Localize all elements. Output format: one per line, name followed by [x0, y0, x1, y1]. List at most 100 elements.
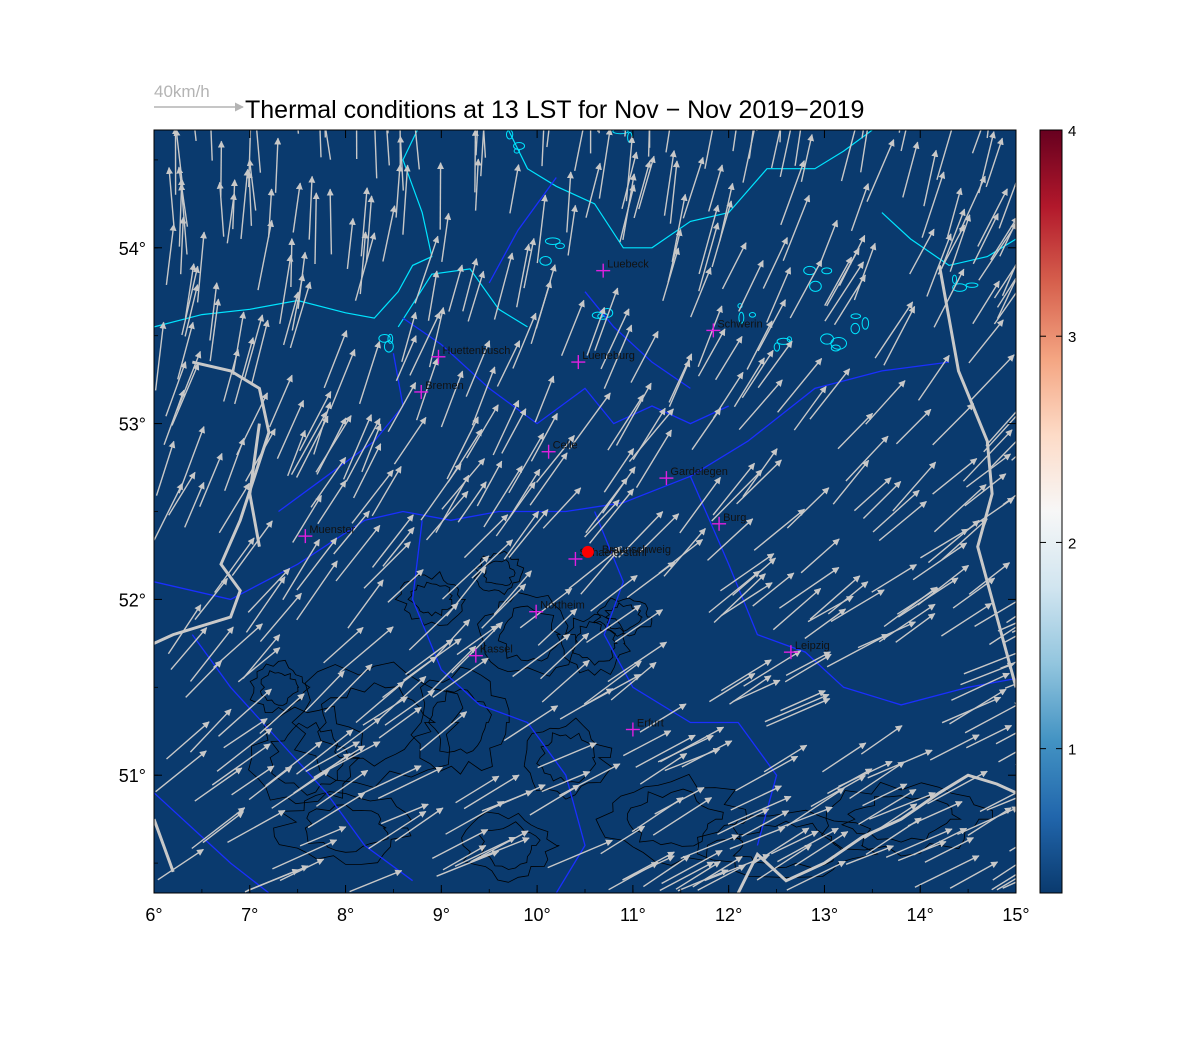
terrain-contour	[461, 811, 560, 883]
wind-vector	[862, 783, 908, 807]
wind-vector	[408, 602, 459, 651]
wind-vector	[476, 460, 503, 507]
lat-tick-label: 54°	[119, 239, 146, 259]
wind-vector	[382, 205, 397, 262]
wind-vector	[481, 790, 534, 812]
wind-vector	[176, 350, 202, 411]
wind-vector	[481, 583, 527, 629]
wind-vector	[394, 807, 444, 842]
wind-vector	[535, 434, 575, 483]
wind-vector	[845, 435, 889, 482]
colorbar-tick-label: 2	[1068, 535, 1076, 552]
wind-vector	[492, 399, 520, 456]
wind-vector	[496, 340, 521, 387]
wind-vector	[983, 410, 1016, 453]
terrain-contour	[523, 717, 613, 800]
wind-vector	[682, 156, 705, 219]
wind-vector	[979, 792, 1016, 813]
wind-vector	[323, 626, 364, 664]
colorbar-gradient	[1039, 129, 1063, 894]
wind-vector	[199, 452, 223, 507]
wind-vector	[965, 453, 1012, 488]
wind-vector	[807, 595, 854, 623]
river-or-national-border	[154, 818, 175, 873]
wind-vector	[704, 130, 714, 169]
lake-outline	[850, 313, 862, 320]
wind-vector	[165, 361, 187, 417]
wind-vector	[900, 130, 907, 152]
wind-vector	[786, 787, 845, 827]
lake-outline	[544, 237, 561, 245]
wind-vector	[242, 634, 281, 679]
wind-vector	[189, 708, 232, 753]
wind-vector	[970, 354, 1015, 400]
wind-vector	[711, 469, 763, 522]
wind-vector	[721, 242, 747, 290]
terrain-contour	[593, 597, 653, 637]
wind-vector	[165, 223, 177, 285]
lake-outline	[821, 267, 833, 275]
wind-vector	[932, 458, 978, 495]
terrain-contour	[410, 666, 510, 775]
wind-vector	[537, 742, 597, 769]
lat-tick-label: 51°	[119, 766, 146, 786]
wind-vector	[282, 538, 320, 601]
wind-vector	[414, 130, 420, 170]
lake-outline	[861, 317, 870, 330]
wind-vector	[998, 180, 1016, 229]
wind-vector	[326, 188, 334, 255]
terrain-contour	[269, 721, 345, 796]
wind-vector	[698, 204, 720, 275]
wind-vector	[720, 553, 775, 592]
wind-vector	[669, 160, 680, 224]
terrain-contour	[428, 688, 492, 754]
wind-vector	[217, 140, 225, 197]
wind-vector	[432, 657, 489, 698]
wind-vector	[589, 488, 635, 544]
wind-vector	[1003, 635, 1016, 644]
wind-vector	[770, 130, 781, 169]
wind-vector	[387, 381, 417, 433]
wind-vector	[216, 727, 273, 772]
city-markers: Luebeck Schwerin Huettenbusch Lueneburg Brem…	[298, 259, 830, 737]
wind-vector	[191, 807, 246, 850]
wind-vector	[483, 465, 523, 528]
wind-vector	[194, 767, 243, 802]
admin-border	[593, 511, 778, 846]
lon-tick-label: 14°	[907, 905, 934, 925]
river-or-national-border	[248, 423, 261, 547]
wind-vector	[972, 280, 1000, 325]
wind-vector	[435, 619, 471, 658]
wind-vector	[869, 791, 936, 820]
wind-vector	[658, 539, 704, 574]
wind-vector	[177, 321, 195, 380]
wind-vector	[371, 514, 414, 568]
wind-vector	[292, 182, 303, 233]
lake-outline	[809, 280, 822, 292]
wind-vector	[635, 429, 672, 488]
wind-vector	[924, 837, 975, 863]
wind-vector	[471, 539, 514, 579]
wind-vector	[456, 625, 499, 656]
city-label: Schaeferstuhl	[579, 547, 646, 559]
wind-vector	[621, 151, 639, 209]
wind-vector	[804, 608, 847, 640]
wind-vector	[547, 839, 613, 869]
wind-vector	[923, 149, 939, 207]
wind-vector	[368, 810, 427, 850]
wind-vector	[607, 394, 645, 451]
terrain-contour	[497, 605, 562, 662]
wind-vector	[457, 481, 487, 523]
wind-vector	[218, 688, 272, 737]
wind-vector	[625, 135, 636, 202]
wind-vector	[738, 379, 783, 431]
wind-vector	[941, 696, 1002, 724]
wind-vector	[858, 788, 917, 825]
wind-vector	[333, 510, 370, 555]
wind-vector	[902, 141, 920, 198]
wind-vector	[949, 861, 999, 889]
wind-vector	[780, 690, 826, 712]
wind-vector	[216, 181, 225, 237]
wind-vector	[181, 265, 200, 336]
lake-outline	[773, 342, 781, 352]
